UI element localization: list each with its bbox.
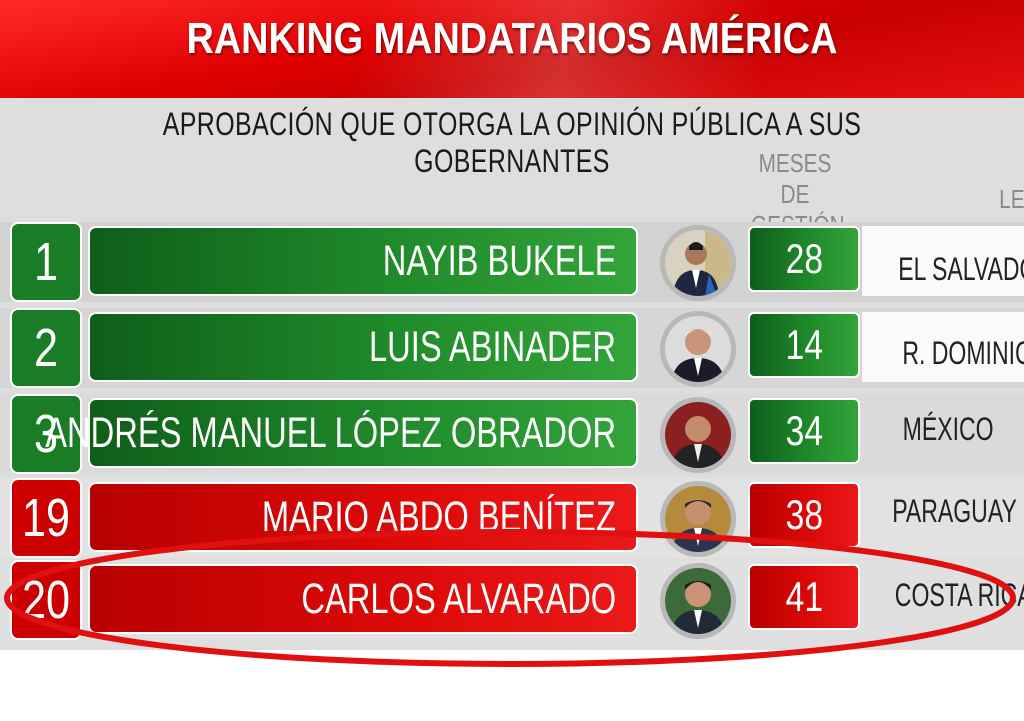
country-cell-bg [862, 312, 1024, 382]
leader-name: CARLOS ALVARADO [301, 575, 616, 623]
country-label: R. DOMINICANA [902, 335, 1024, 371]
leader-name: NAYIB BUKELE [382, 237, 616, 285]
portrait-alvarado-icon [660, 563, 736, 639]
page-title: RANKING MANDATARIOS AMÉRICA [186, 14, 838, 63]
months-header-line1: MESES DE [758, 148, 832, 209]
months-badge: 14 [748, 312, 860, 378]
title-banner [0, 0, 1024, 98]
country-label: PARAGUAY [892, 493, 1017, 529]
leader-name: LUIS ABINADER [369, 323, 616, 371]
partial-column-header: LE [999, 184, 1024, 214]
rank-badge: 19 [10, 478, 82, 558]
leader-name-bar: CARLOS ALVARADO [88, 564, 638, 634]
country-label: MÉXICO [902, 411, 994, 447]
portrait-abdo-icon [660, 481, 736, 557]
leader-name-bar: LUIS ABINADER [88, 312, 638, 382]
page-subtitle: APROBACIÓN QUE OTORGA LA OPINIÓN PÚBLICA… [162, 106, 862, 179]
portrait-bukele-icon [660, 225, 736, 301]
country-label: EL SALVADOR [898, 251, 1024, 287]
leader-name-bar: ANDRÉS MANUEL LÓPEZ OBRADOR [45, 398, 638, 468]
ranking-graphic: RANKING MANDATARIOS AMÉRICA APROBACIÓN Q… [0, 0, 1024, 650]
portrait-abinader-icon [660, 311, 736, 387]
months-badge: 28 [748, 226, 860, 292]
rank-badge: 2 [10, 308, 82, 388]
leader-name-bar: MARIO ABDO BENÍTEZ [88, 482, 638, 552]
portrait-amlo-icon [660, 397, 736, 473]
country-cell-bg [862, 226, 1024, 296]
rank-badge: 3 [10, 394, 82, 474]
months-badge: 41 [748, 564, 860, 630]
months-badge: 34 [748, 398, 860, 464]
leader-name-bar: NAYIB BUKELE [88, 226, 638, 296]
rank-badge: 1 [10, 222, 82, 302]
leader-name: ANDRÉS MANUEL LÓPEZ OBRADOR [45, 409, 616, 457]
